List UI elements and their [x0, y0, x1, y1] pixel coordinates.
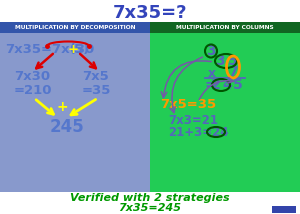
Bar: [0, 22, 150, 192]
Bar: [0, 22, 150, 33]
Text: +: +: [68, 43, 79, 55]
Text: x: x: [208, 67, 216, 79]
Text: 7x3=21: 7x3=21: [168, 113, 218, 126]
Text: 5): 5): [74, 43, 89, 55]
Text: 7x35=245: 7x35=245: [118, 203, 182, 213]
Text: 7x35=?: 7x35=?: [113, 4, 187, 22]
Text: =: =: [204, 78, 216, 92]
Bar: [150, 22, 300, 33]
Text: 4: 4: [222, 78, 232, 92]
Text: 7x5: 7x5: [82, 70, 109, 83]
Text: MULTIPLICATION BY DECOMPOSITION: MULTIPLICATION BY DECOMPOSITION: [15, 25, 135, 30]
Text: 245: 245: [50, 118, 85, 136]
Text: 2: 2: [211, 78, 221, 92]
Text: 5: 5: [233, 78, 243, 92]
Text: +: +: [56, 100, 68, 114]
Bar: [0, 0, 300, 22]
Text: 7x30: 7x30: [14, 70, 50, 83]
Text: =210: =210: [14, 83, 52, 97]
Text: 7x5=35: 7x5=35: [160, 98, 216, 110]
Bar: [150, 22, 300, 192]
Bar: [272, 206, 296, 213]
Text: MULTIPLICATION BY COLUMNS: MULTIPLICATION BY COLUMNS: [176, 25, 274, 30]
Text: 7x35=7x(30: 7x35=7x(30: [5, 43, 94, 55]
Bar: [0, 192, 300, 214]
Text: 21+3=24: 21+3=24: [168, 125, 229, 138]
Text: 5: 5: [228, 54, 238, 68]
Text: 7: 7: [228, 65, 238, 79]
Text: 3: 3: [206, 44, 216, 58]
Text: Verified with 2 strategies: Verified with 2 strategies: [70, 193, 230, 203]
Text: =35: =35: [82, 83, 111, 97]
Text: 3: 3: [215, 54, 225, 68]
